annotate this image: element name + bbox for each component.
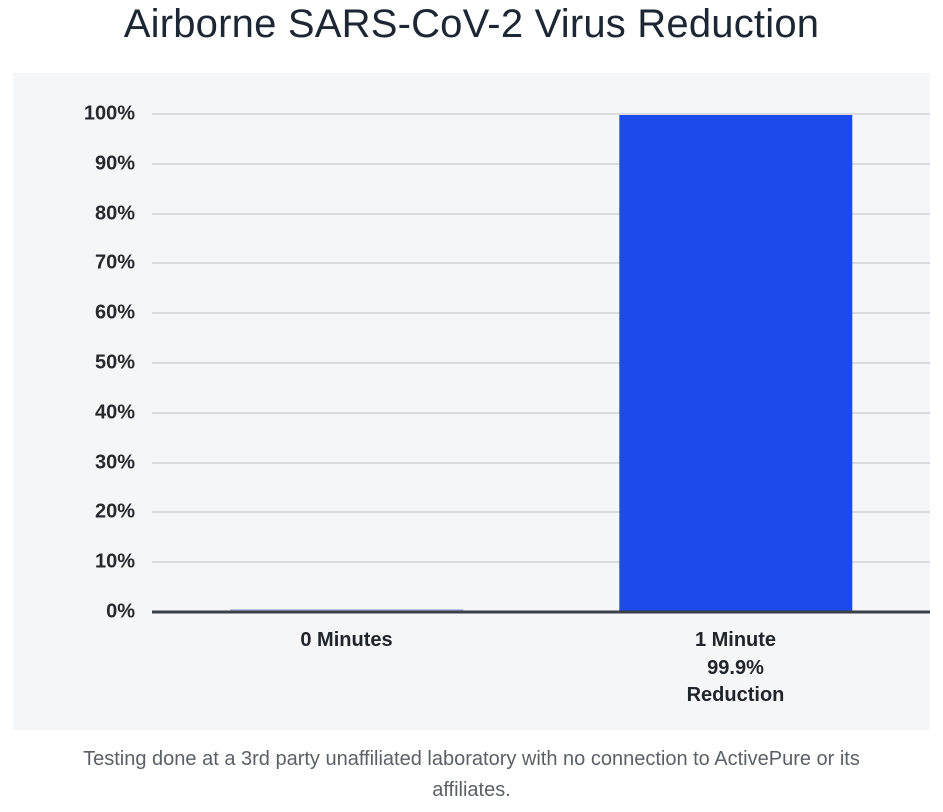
y-tick-label: 50% [94, 351, 135, 374]
y-tick-label: 0% [106, 600, 135, 623]
bar [618, 114, 853, 612]
x-category-label: 0 Minutes [300, 629, 393, 651]
plot-area: 0% 10% 20% 30% 40% 50% 60% 70% 80% 90% 100% 0 Minu… [84, 103, 930, 706]
gridline [152, 113, 930, 115]
y-tick-label: 90% [94, 152, 135, 175]
y-tick-label: 80% [94, 202, 135, 225]
x-category-label: 1 Minute 99.9% Reduction [686, 629, 785, 707]
y-tick-label: 20% [94, 500, 135, 523]
gridline [152, 511, 930, 514]
gridline [152, 362, 930, 364]
x-axis-line [152, 610, 930, 614]
y-tick-label: 40% [94, 401, 135, 424]
chart-title: Airborne SARS-CoV-2 Virus Reduction [123, 2, 820, 46]
y-tick-label: 100% [83, 102, 135, 125]
gridline [152, 212, 930, 215]
disclaimer-text: Testing done at a 3rd party unaffiliated… [83, 748, 860, 801]
gridline [152, 162, 930, 165]
y-tick-label: 30% [94, 451, 135, 474]
gridline [152, 461, 930, 464]
gridline [152, 411, 930, 414]
y-tick-label: 60% [94, 301, 135, 324]
gridline [152, 561, 930, 564]
y-tick-label: 10% [94, 550, 135, 573]
chart-panel: 0% 10% 20% 30% 40% 50% 60% 70% 80% 90% 100% 0 Minu… [13, 73, 930, 730]
gridline [152, 312, 930, 315]
gridline [152, 262, 930, 265]
y-tick-label: 70% [94, 251, 135, 274]
